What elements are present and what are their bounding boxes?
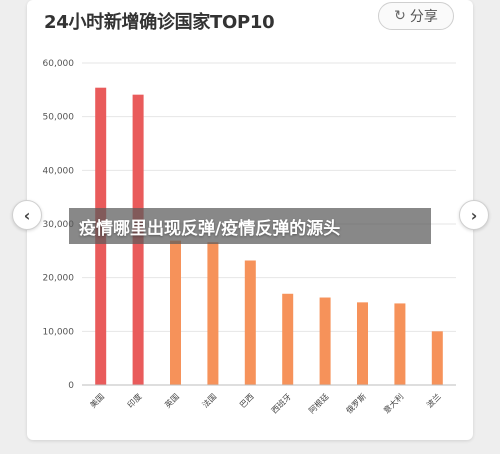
- chevron-right-icon: ›: [470, 205, 478, 225]
- page-title: 24小时新增确诊国家TOP10: [44, 12, 275, 33]
- x-tick-label: 英国: [163, 391, 181, 409]
- x-tick-label: 俄罗斯: [344, 391, 368, 415]
- y-tick-label: 10,000: [43, 327, 75, 337]
- bar: [282, 293, 294, 385]
- x-tick-label: 西班牙: [269, 391, 293, 415]
- y-tick-label: 20,000: [43, 274, 75, 284]
- chevron-left-icon: ‹: [23, 205, 31, 225]
- x-tick-label: 巴西: [238, 392, 256, 410]
- x-tick-label: 印度: [125, 391, 143, 409]
- y-tick-label: 30,000: [43, 220, 75, 230]
- caption-text: 疫情哪里出现反弹/疫情反弹的源头: [79, 218, 341, 239]
- prev-button[interactable]: ‹: [12, 200, 42, 230]
- next-button[interactable]: ›: [459, 200, 489, 230]
- share-icon: ↻: [394, 8, 406, 24]
- caption-overlay: 疫情哪里出现反弹/疫情反弹的源头: [69, 208, 431, 244]
- bar: [357, 302, 368, 385]
- x-tick-label: 美国: [88, 391, 106, 409]
- bar: [431, 331, 443, 385]
- y-tick-label: 60,000: [43, 59, 75, 69]
- bar: [244, 260, 256, 385]
- share-button[interactable]: ↻ 分享: [378, 2, 454, 30]
- x-tick-label: 法国: [200, 391, 218, 409]
- bar: [170, 240, 181, 385]
- x-tick-label: 阿根廷: [306, 391, 330, 415]
- x-tick-label: 波兰: [424, 391, 442, 409]
- bar: [319, 297, 331, 385]
- y-tick-label: 0: [68, 381, 74, 391]
- y-tick-label: 40,000: [43, 166, 75, 176]
- bar: [394, 303, 406, 385]
- x-tick-label: 意大利: [381, 391, 405, 415]
- share-label: 分享: [409, 9, 438, 25]
- bar: [207, 242, 219, 385]
- y-tick-label: 50,000: [43, 113, 75, 123]
